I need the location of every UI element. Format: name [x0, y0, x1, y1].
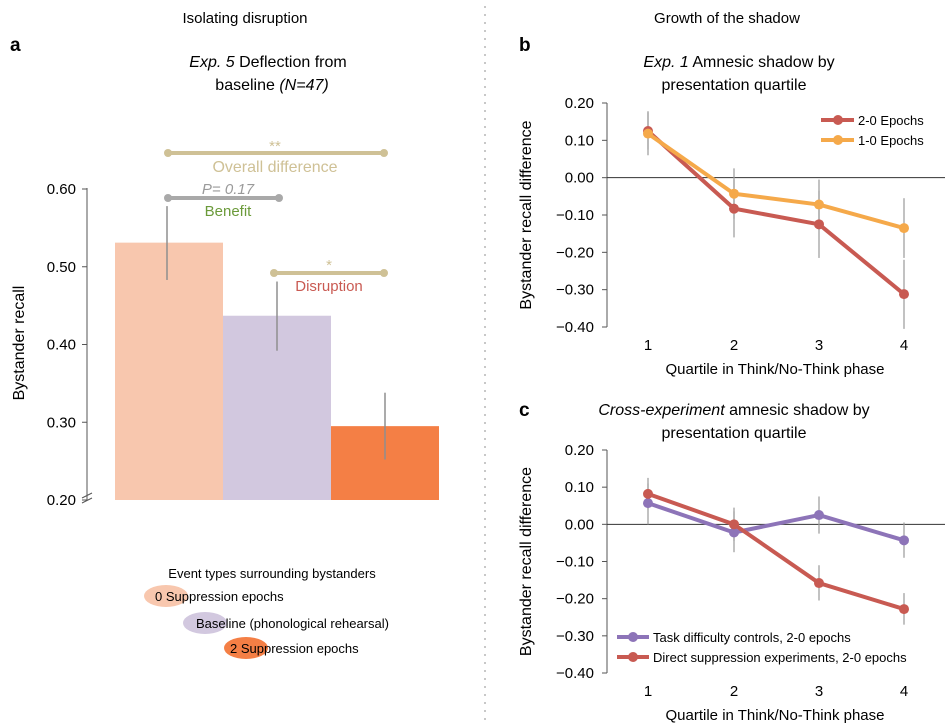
- legend-label: Direct suppression experiments, 2-0 epoc…: [653, 650, 907, 665]
- data-point: [814, 578, 824, 589]
- data-point: [814, 219, 824, 230]
- legend-item-zero: 0 Suppression epochs: [155, 589, 284, 604]
- panel-b-title-line1: Exp. 1 Amnesic shadow by: [643, 54, 834, 71]
- x-tick-label: 3: [815, 337, 823, 354]
- legend-swatch-two: [224, 637, 268, 659]
- x-tick-label: 1: [644, 337, 652, 354]
- x-tick-label: 2: [730, 683, 738, 700]
- series-line-0: [647, 501, 905, 543]
- bar-y-tick-label: 0.60: [47, 181, 76, 198]
- y-tick-label: −0.30: [556, 628, 594, 645]
- y-tick-label: −0.10: [556, 554, 594, 571]
- data-point: [814, 510, 824, 521]
- bracket-benefit-label: Benefit: [205, 203, 253, 220]
- data-point: [899, 535, 909, 546]
- bar-y-tick-label: 0.40: [47, 337, 76, 354]
- x-tick-label: 2: [730, 337, 738, 354]
- bar-y-tick-label: 0.50: [47, 259, 76, 276]
- data-point: [729, 527, 739, 538]
- x-tick-label: 3: [815, 683, 823, 700]
- y-tick-label: −0.20: [556, 244, 594, 261]
- legend-label: 2-0 Epochs: [858, 113, 924, 128]
- data-point: [899, 223, 909, 234]
- y-tick-label: −0.20: [556, 591, 594, 608]
- y-tick-label: 0.00: [565, 170, 594, 187]
- panel-c-title-line1: Cross-experiment amnesic shadow by: [598, 402, 869, 419]
- legend-swatch-zero: [144, 585, 188, 607]
- series-line-1: [646, 131, 905, 230]
- y-axis-label: Bystander recall difference: [518, 467, 535, 656]
- bracket-disruption-label: Disruption: [295, 278, 363, 295]
- bracket-overall-stars: **: [269, 138, 281, 155]
- chart-c: 0.20 0.10 0.00 −0.10 −0.20 −0.30 −0.40 1 2 3 4 Quar…: [518, 442, 945, 724]
- panel-c-title-line2: presentation quartile: [662, 425, 807, 442]
- panel-a-title-line1: Exp. 5 Deflection from: [189, 54, 346, 71]
- x-tick-label: 1: [644, 683, 652, 700]
- series-line-1: [647, 491, 905, 611]
- panel-letter-b: b: [519, 35, 531, 56]
- y-tick-label: −0.40: [556, 319, 594, 336]
- bracket-benefit: [164, 194, 283, 202]
- data-point: [643, 488, 653, 499]
- bracket-disruption-stars: *: [326, 257, 332, 274]
- bar-y-tick-label: 0.20: [47, 492, 76, 509]
- data-point: [729, 203, 739, 214]
- panel-letter-c: c: [519, 400, 530, 421]
- legend-item-baseline: Baseline (phonological rehearsal): [196, 616, 389, 631]
- legend-swatch-dot: [833, 135, 843, 145]
- data-point: [729, 519, 739, 530]
- panel-b-title-line2: presentation quartile: [662, 77, 807, 94]
- y-tick-label: 0.10: [565, 132, 594, 149]
- bar-0: [115, 242, 223, 500]
- legend-swatch-dot: [628, 632, 638, 642]
- x-tick-label: 4: [900, 683, 908, 700]
- y-tick-label: −0.30: [556, 282, 594, 299]
- data-point: [643, 128, 653, 139]
- legend-swatch-dot: [628, 652, 638, 662]
- series-line-0: [646, 129, 906, 296]
- panel-letter-a: a: [10, 35, 21, 56]
- data-point: [814, 199, 824, 210]
- left-section-title: Isolating disruption: [182, 10, 307, 27]
- data-point: [899, 289, 909, 300]
- bars: [115, 242, 439, 500]
- data-point: [643, 498, 653, 509]
- data-point: [899, 604, 909, 615]
- right-section-title: Growth of the shadow: [654, 10, 800, 27]
- legend-label: Task difficulty controls, 2-0 epochs: [653, 630, 851, 645]
- y-axis-label: Bystander recall difference: [518, 120, 535, 309]
- data-point: [729, 188, 739, 199]
- x-axis-label: Quartile in Think/No-Think phase: [666, 707, 885, 724]
- x-axis-label: Quartile in Think/No-Think phase: [666, 361, 885, 378]
- axis-break-mark: [81, 492, 93, 504]
- y-tick-label: 0.10: [565, 479, 594, 496]
- bracket-overall: [164, 149, 388, 157]
- bar-y-tick-label: 0.30: [47, 414, 76, 431]
- legend-label: 1-0 Epochs: [858, 133, 924, 148]
- bar-y-label: Bystander recall: [11, 286, 28, 401]
- y-tick-label: 0.20: [565, 95, 594, 112]
- legend-swatch-dot: [833, 115, 843, 125]
- x-tick-label: 4: [900, 337, 908, 354]
- y-tick-label: −0.40: [556, 665, 594, 682]
- bracket-benefit-pvalue: P= 0.17: [202, 181, 255, 198]
- bar-error-bars: [166, 206, 386, 460]
- y-tick-label: 0.00: [565, 516, 594, 533]
- panel-a-title-line2: baseline (N=47): [215, 77, 328, 94]
- bar-y-ticks: 0.20 0.30 0.40 0.50 0.60: [47, 181, 87, 509]
- legend-swatch-baseline: [183, 612, 227, 634]
- legend-item-two: 2 Suppression epochs: [230, 641, 359, 656]
- chart-b: 0.20 0.10 0.00 −0.10 −0.20 −0.30 −0.40 1 2 3 4 Quar…: [518, 95, 945, 378]
- y-tick-label: 0.20: [565, 442, 594, 459]
- bracket-overall-label: Overall difference: [212, 159, 337, 176]
- bar-legend-title: Event types surrounding bystanders: [168, 566, 376, 581]
- bracket-disruption: [270, 269, 388, 277]
- y-tick-label: −0.10: [556, 207, 594, 224]
